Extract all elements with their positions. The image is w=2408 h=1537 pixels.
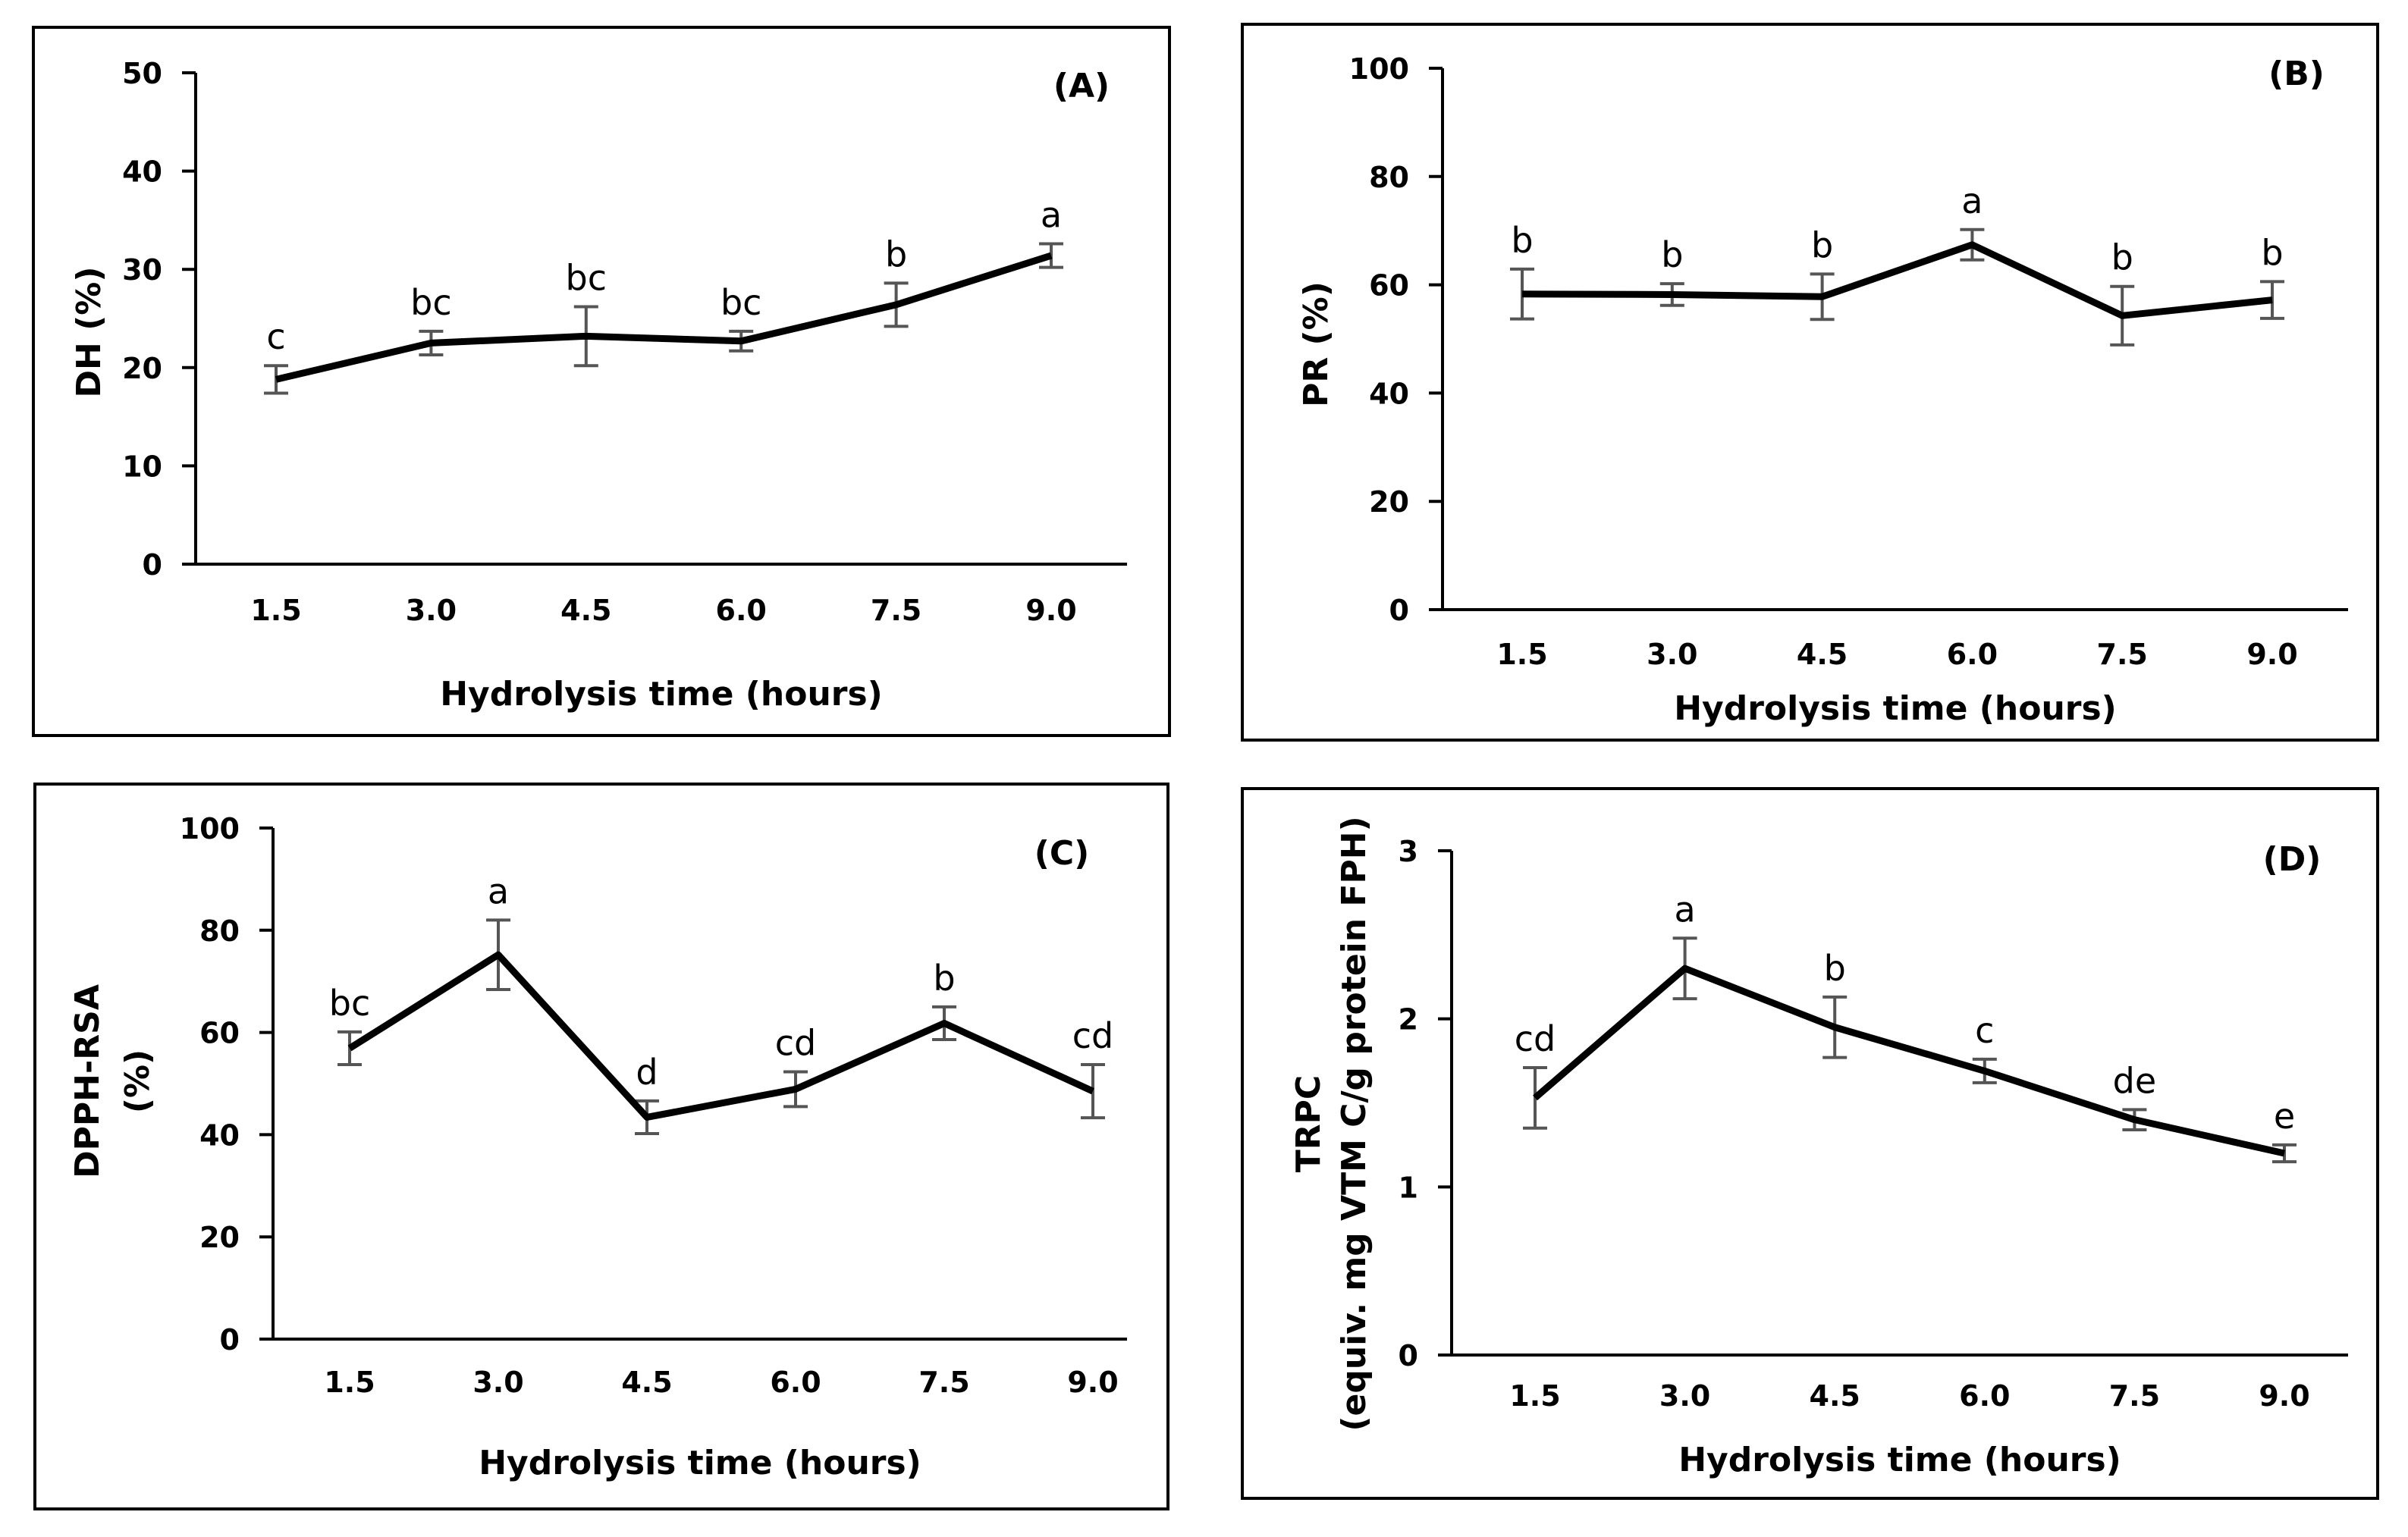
series-line	[275, 252, 1053, 383]
x-tick-label: 4.5	[1797, 638, 1848, 671]
panel-d: 0 1 2 3 1.5 3.0 4.5 6.0 7.5 9.0 Hydrolysis time (h…	[1241, 787, 2379, 1500]
y-axis-title: DPPH-RSA	[68, 984, 107, 1178]
x-axis-title: Hydrolysis time (hours)	[1678, 1441, 2121, 1479]
significance-letter: bc	[721, 282, 762, 323]
y-tick-label: 0	[143, 548, 162, 582]
significance-letter: b	[1811, 224, 1833, 265]
x-tick-label: 4.5	[560, 594, 611, 627]
x-tick-label: 9.0	[2246, 638, 2297, 671]
significance-letter: b	[2261, 232, 2283, 273]
significance-letter: bc	[566, 257, 607, 298]
significance-letter: b	[1511, 220, 1533, 261]
x-tick-label: 4.5	[621, 1366, 672, 1399]
x-tick-label: 4.5	[1810, 1379, 1860, 1413]
y-tick-label: 40	[199, 1118, 240, 1152]
y-tick-label: 0	[1389, 594, 1409, 627]
chart-c: 0 20 40 60 80 100 1.5 3.0 4.5 6.0 7.5 9.0 Hydrolysis…	[68, 812, 1127, 1482]
x-tick-label: 6.0	[716, 594, 767, 627]
x-tick-label: 3.0	[1659, 1379, 1710, 1413]
significance-letter: b	[2111, 237, 2133, 278]
y-tick-label: 20	[122, 352, 162, 385]
significance-letter: b	[1661, 234, 1683, 275]
panel-label: (B)	[2268, 55, 2325, 93]
y-tick-label: 50	[122, 57, 162, 90]
panel-c: 0 20 40 60 80 100 1.5 3.0 4.5 6.0 7.5 9.0 Hydrolysis…	[33, 783, 1169, 1510]
panel-b: 0 20 40 60 80 100 1.5 3.0 4.5 6.0 7.5 9.0 Hydrolysis…	[1241, 23, 2379, 742]
significance-letter: a	[1674, 889, 1695, 930]
significance-letter: b	[933, 958, 955, 999]
significance-letter: a	[488, 870, 509, 911]
chart-b: 0 20 40 60 80 100 1.5 3.0 4.5 6.0 7.5 9.0 Hydrolysis…	[1297, 52, 2348, 728]
x-axis-title: Hydrolysis time (hours)	[1674, 689, 2117, 728]
x-tick-label: 1.5	[1496, 638, 1547, 671]
x-tick-label: 1.5	[1509, 1379, 1560, 1413]
y-axis-title: DH (%)	[70, 267, 108, 398]
significance-letter: b	[885, 234, 907, 274]
significance-letter: a	[1961, 180, 1983, 221]
y-axis-title: (equiv. mg VTM C/g protein FPH)	[1335, 816, 1374, 1431]
x-tick-label: 6.0	[1947, 638, 1998, 671]
x-tick-label: 1.5	[250, 594, 301, 627]
x-tick-label: 3.0	[1647, 638, 1697, 671]
y-tick-label: 0	[1399, 1339, 1418, 1372]
chart-a: 0 10 20 30 40 50 1.5 3.0 4.5 6.0 7.5 9.0 Hydrolysis …	[70, 57, 1127, 714]
y-tick-label: 0	[220, 1323, 240, 1357]
y-tick-label: 1	[1399, 1171, 1418, 1204]
x-tick-label: 3.0	[472, 1366, 523, 1399]
significance-letter: bc	[329, 983, 371, 1024]
significance-letter: c	[1975, 1010, 1994, 1051]
y-tick-label: 100	[1349, 52, 1409, 86]
y-tick-label: 30	[122, 253, 162, 287]
y-axis-title: PR (%)	[1297, 281, 1336, 407]
y-tick-label: 10	[122, 450, 162, 483]
y-tick-label: 20	[1369, 485, 1409, 519]
x-tick-label: 7.5	[918, 1366, 969, 1399]
significance-letter: de	[2113, 1060, 2157, 1101]
x-tick-label: 7.5	[871, 594, 921, 627]
y-tick-label: 100	[180, 812, 240, 845]
y-tick-label: 40	[1369, 377, 1409, 410]
significance-letter: a	[1041, 195, 1062, 236]
x-tick-label: 9.0	[2259, 1379, 2309, 1413]
y-tick-label: 2	[1399, 1003, 1418, 1037]
significance-letter: d	[636, 1052, 658, 1093]
panel-a: 0 10 20 30 40 50 1.5 3.0 4.5 6.0 7.5 9.0 Hydrolysis …	[32, 26, 1171, 737]
x-tick-label: 9.0	[1025, 594, 1076, 627]
significance-letter: c	[266, 316, 285, 357]
significance-letter: bc	[410, 282, 452, 323]
significance-letter: e	[2274, 1096, 2295, 1137]
y-tick-label: 40	[122, 155, 162, 189]
significance-letter: cd	[1072, 1015, 1114, 1056]
significance-letter: cd	[1515, 1018, 1556, 1059]
panel-label: (A)	[1053, 67, 1110, 105]
x-axis-title: Hydrolysis time (hours)	[440, 675, 883, 714]
x-tick-label: 7.5	[2109, 1379, 2160, 1413]
y-axis-title: (%)	[118, 1049, 157, 1113]
x-tick-label: 3.0	[406, 594, 457, 627]
series-line	[1521, 241, 2273, 319]
significance-letter: b	[1824, 948, 1846, 989]
x-tick-label: 6.0	[770, 1366, 821, 1399]
y-tick-label: 80	[199, 914, 240, 948]
series-line	[1533, 965, 2285, 1157]
y-tick-label: 80	[1369, 161, 1409, 194]
panel-label: (D)	[2263, 840, 2322, 879]
significance-letter: cd	[775, 1022, 817, 1063]
chart-d: 0 1 2 3 1.5 3.0 4.5 6.0 7.5 9.0 Hydrolysis time (h…	[1289, 816, 2348, 1479]
panel-label: (C)	[1034, 834, 1090, 873]
x-tick-label: 7.5	[2097, 638, 2148, 671]
y-tick-label: 60	[1369, 269, 1409, 303]
x-tick-label: 1.5	[324, 1366, 375, 1399]
y-tick-label: 20	[199, 1221, 240, 1254]
y-tick-label: 3	[1399, 835, 1418, 868]
y-axis-title: TRPC	[1289, 1075, 1328, 1172]
y-tick-label: 60	[199, 1017, 240, 1050]
x-axis-title: Hydrolysis time (hours)	[479, 1444, 921, 1482]
series-line	[347, 951, 1094, 1121]
x-tick-label: 6.0	[1959, 1379, 2010, 1413]
x-tick-label: 9.0	[1067, 1366, 1118, 1399]
